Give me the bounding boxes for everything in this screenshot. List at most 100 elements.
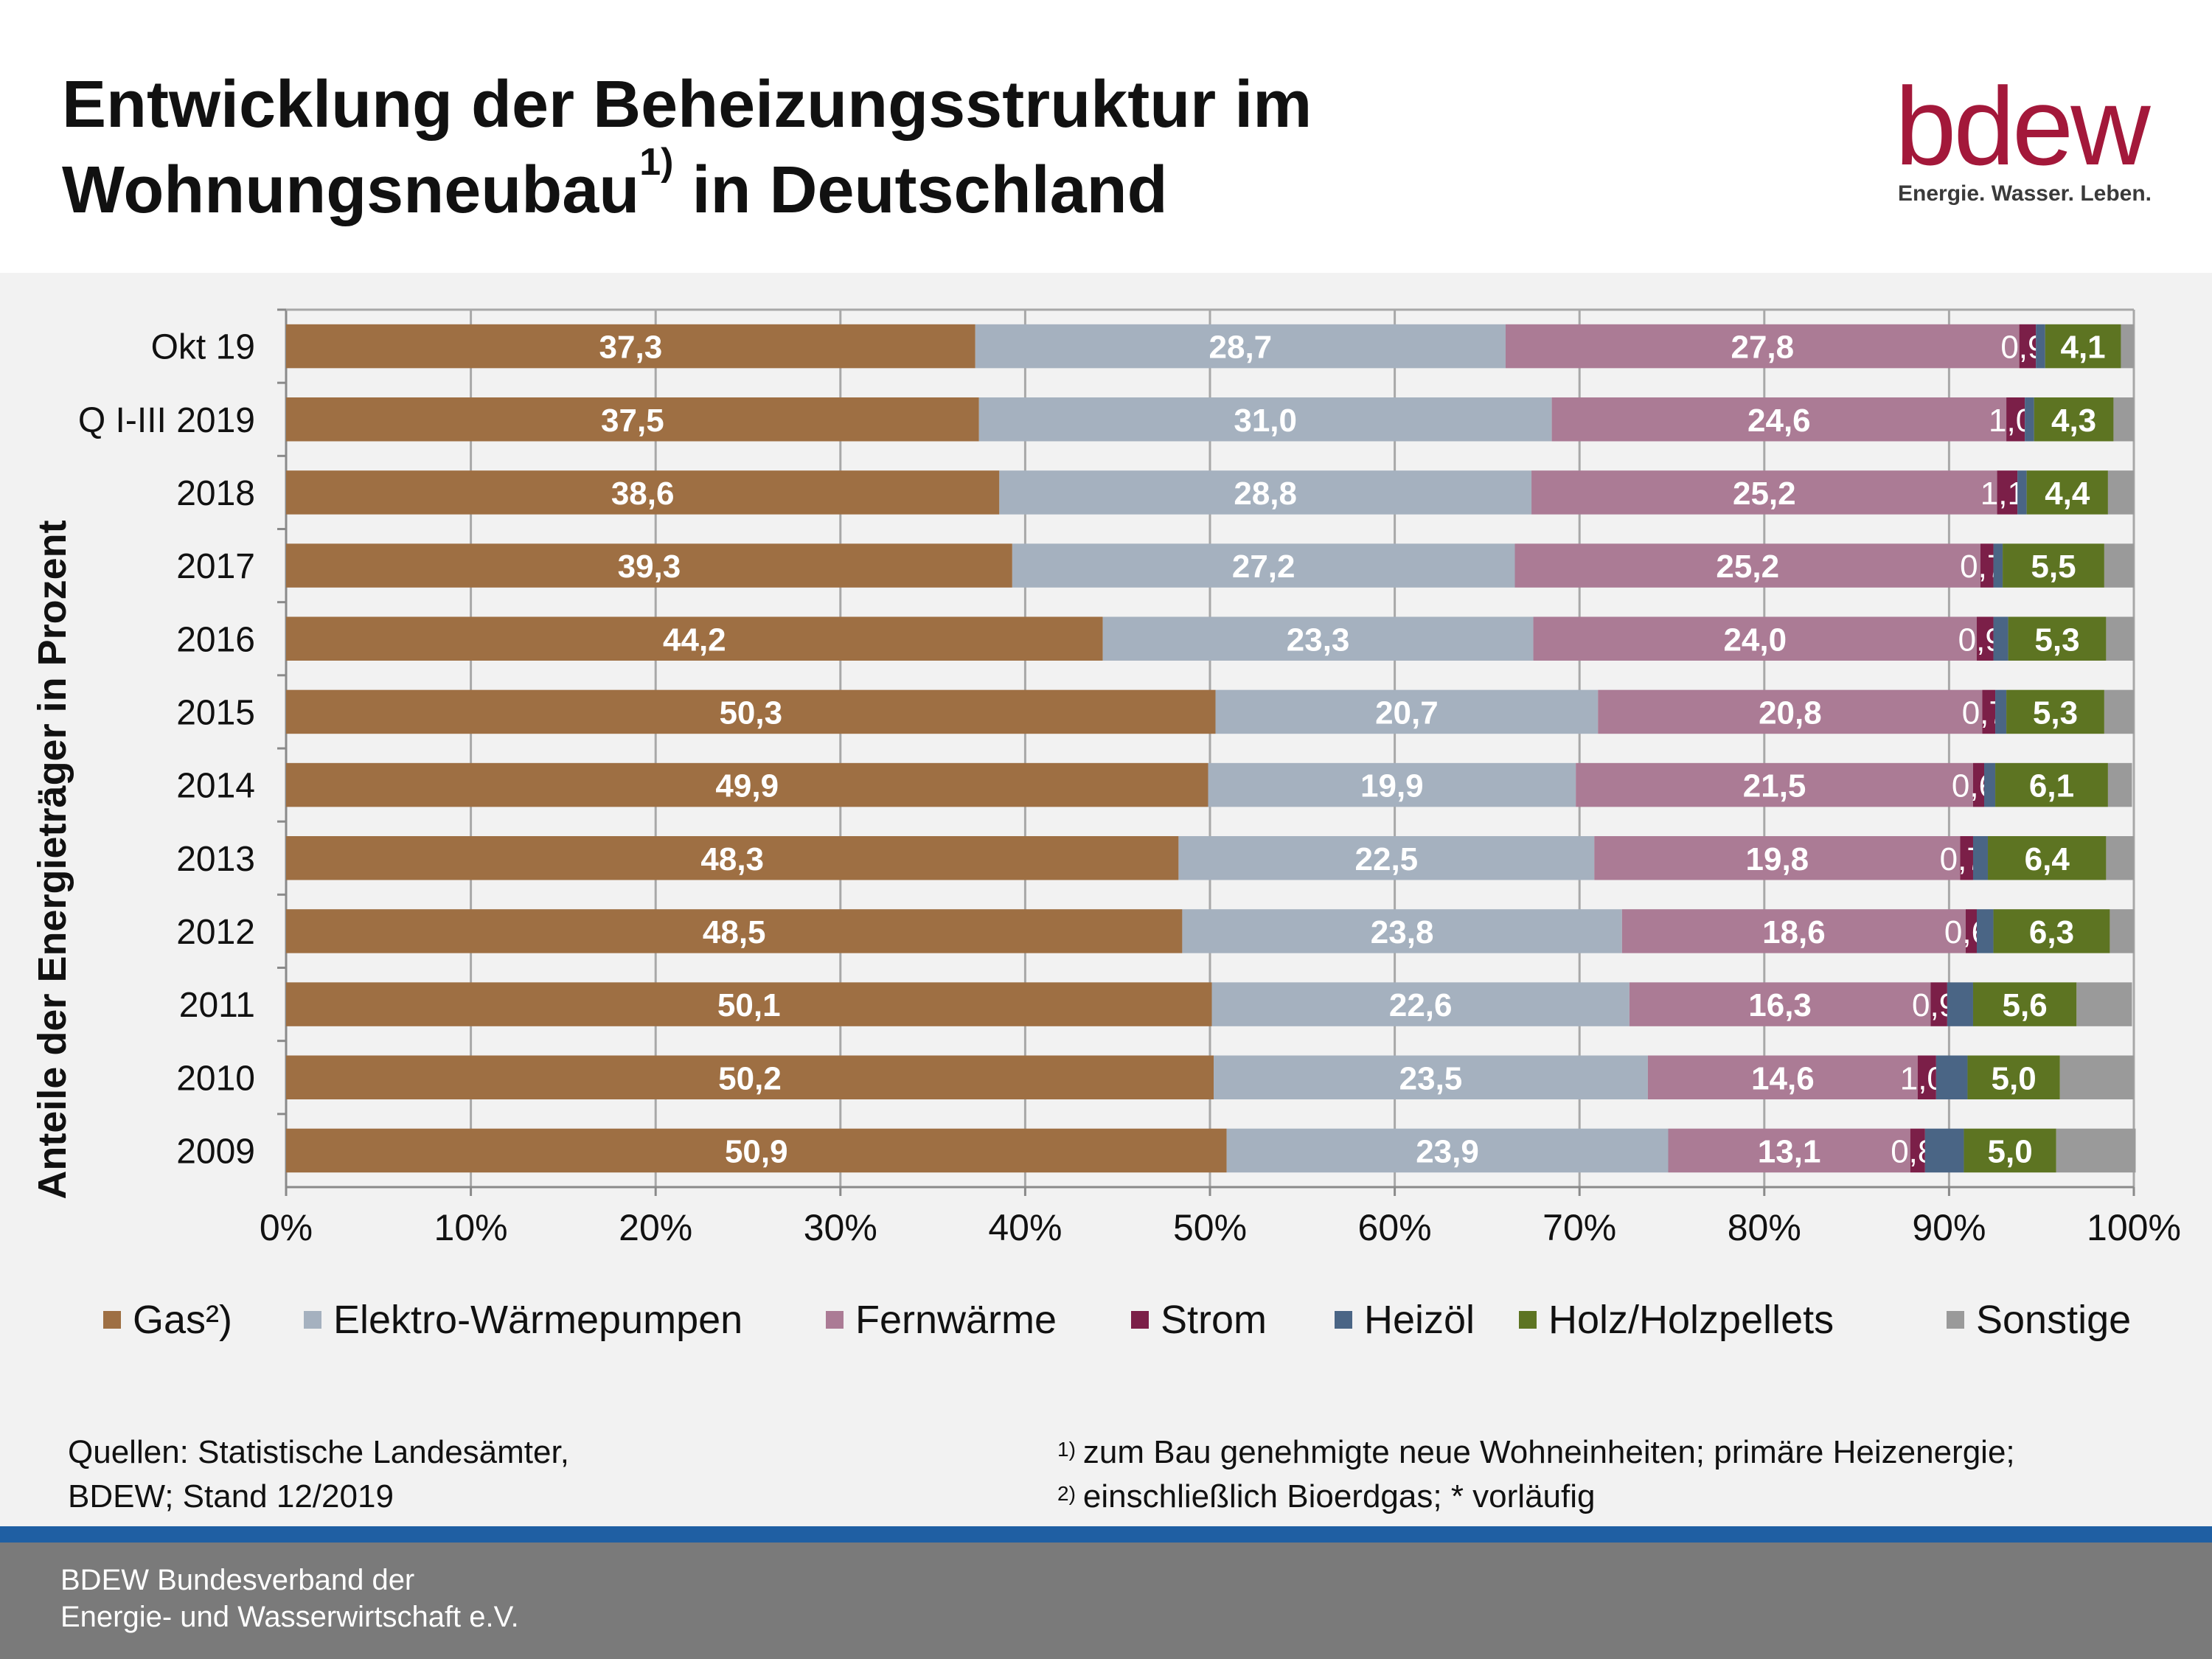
bar-segment [1924,1128,1964,1173]
bar-segment [1980,543,1994,588]
legend-swatch [1131,1311,1149,1329]
bar-segment [2036,324,2045,369]
bar-segment [1576,762,1973,807]
bar-segment [1935,1055,1968,1099]
bar-segment [1976,909,1994,953]
bar-segment [1972,762,1985,807]
data-label: 4,1 [2060,330,2105,366]
footer-line-1: BDEW Bundesverband der [60,1564,415,1596]
footnote-2-mark: 2) [1057,1482,1076,1505]
legend-swatch [1519,1311,1537,1329]
data-label: 4,3 [2051,403,2096,439]
bar-segment [1215,689,1599,734]
footnote-1-text: zum Bau genehmigte neue Wohneinheiten; p… [1082,1434,2015,1470]
data-label: 50,1 [717,987,781,1023]
bar-segment [1505,324,2020,369]
bar-segment [2034,397,2114,442]
bar-segment [2003,543,2104,588]
category-label: 2018 [176,474,255,513]
bar-segment [2106,836,2134,880]
category-label: 2009 [176,1132,255,1171]
bar-segment [2110,909,2134,953]
bar-segment [1621,909,1966,953]
x-tick-label: 100% [2087,1207,2181,1248]
data-label: 23,8 [1371,914,1434,950]
data-label: 22,6 [1389,987,1453,1023]
data-label: 28,7 [1209,330,1273,366]
category-label: Okt 19 [151,328,255,367]
bar-segment [1984,762,1996,807]
data-label: 18,6 [1762,914,1826,950]
data-label: 50,3 [719,695,782,731]
legend-label: Fernwärme [855,1298,1057,1342]
title-line-2-rest: in Deutschland [673,153,1168,227]
x-tick-label: 80% [1728,1207,1801,1248]
data-label: 19,8 [1746,841,1809,877]
bar-segment [1182,909,1622,953]
bar-segment [1964,1128,2056,1173]
footnote-2: 2) einschließlich Bioerdgas; * vorläufig [1057,1475,2193,1519]
data-label: 28,8 [1234,476,1297,512]
data-label: 38,6 [611,476,675,512]
x-tick-label: 10% [434,1207,508,1248]
legend-swatch [826,1311,844,1329]
bar-segment [286,616,1103,661]
category-label: 2014 [176,767,255,806]
data-label: 24,6 [1747,403,1811,439]
bar-segment [2045,324,2121,369]
data-label: 48,3 [700,841,764,877]
bar-segment [2006,689,2104,734]
data-label: 49,9 [715,768,779,804]
logo-tagline: Energie. Wasser. Leben. [1898,181,2152,206]
data-label: 31,0 [1234,403,1297,439]
data-label: 27,2 [1232,549,1295,585]
bar-segment [286,982,1212,1026]
bar-segment [1629,982,1931,1026]
bar-segment [286,1128,1227,1173]
category-label: 2010 [176,1059,255,1098]
legend-swatch [103,1311,121,1329]
bar-segment [1910,1128,1925,1173]
bar-segment [1551,397,2007,442]
bdew-logo: bdew Energie. Wasser. Leben. [1895,71,2160,218]
data-label: 25,2 [1733,476,1796,512]
bar-segment [1993,909,2110,953]
data-label: 20,8 [1759,695,1822,731]
data-label: 20,7 [1375,695,1439,731]
data-label: 23,9 [1416,1133,1479,1169]
legend-label: Sonstige [1976,1298,2132,1342]
bar-segment [2019,324,2037,369]
data-label: 6,1 [2029,768,2074,804]
legend-swatch [304,1311,321,1329]
category-label: 2017 [176,547,255,586]
footnote-1-mark: 1) [1057,1438,1076,1461]
data-label: 23,3 [1287,622,1350,658]
x-tick-label: 60% [1358,1207,1432,1248]
bar-segment [1967,1055,2060,1099]
data-label: 37,3 [599,330,663,366]
legend-label: Strom [1161,1298,1267,1342]
bar-segment [286,689,1216,734]
bar-segment [978,397,1552,442]
data-label: 5,5 [2031,549,2076,585]
data-label: 23,5 [1399,1060,1463,1096]
legend-item: Strom [1131,1294,1267,1346]
bar-segment [1102,616,1534,661]
category-label: 2012 [176,913,255,952]
title-line-2-main: Wohnungsneubau [62,153,640,227]
bar-segment [1598,689,1983,734]
footnote-1: 1) zum Bau genehmigte neue Wohneinheiten;… [1057,1430,2193,1475]
footer: BDEW Bundesverband der Energie- und Wass… [0,1543,2212,1659]
data-label: 50,2 [718,1060,782,1096]
bar-segment [975,324,1506,369]
data-label: 21,5 [1743,768,1806,804]
data-label: 25,2 [1716,549,1779,585]
bar-segment [999,470,1532,515]
bar-segment [1997,470,2018,515]
data-label: 5,0 [1992,1060,2037,1096]
sources-line-1: Quellen: Statistische Landesämter, [68,1434,569,1470]
data-label: 37,5 [601,403,664,439]
data-label: 16,3 [1748,987,1812,1023]
bar-segment [2017,470,2027,515]
bar-segment [286,836,1179,880]
